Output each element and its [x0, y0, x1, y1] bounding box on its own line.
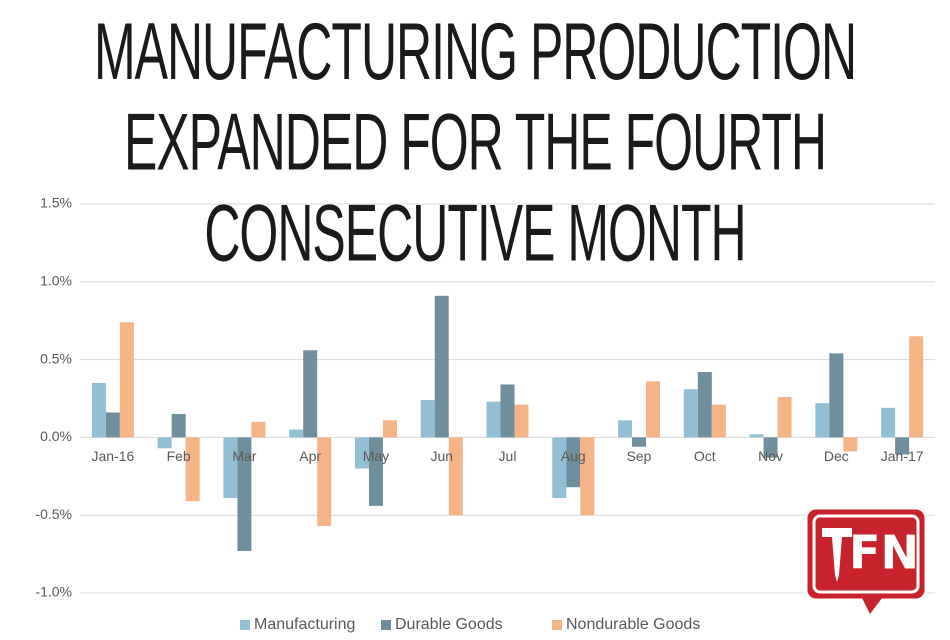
bar — [843, 437, 858, 452]
logo-screw — [832, 537, 842, 582]
legend-label: Manufacturing — [254, 616, 355, 633]
bar — [119, 322, 134, 438]
x-tick-label: Jan-16 — [91, 448, 134, 464]
bar — [382, 420, 397, 438]
y-tick-label: -0.5% — [35, 506, 72, 522]
bar — [514, 404, 529, 438]
bar — [157, 437, 172, 449]
bar — [486, 401, 501, 438]
y-tick-label: 0.5% — [40, 350, 72, 366]
bar — [697, 372, 712, 438]
bar — [895, 437, 910, 455]
x-tick-label: Dec — [824, 448, 849, 464]
x-tick-label: Feb — [167, 448, 191, 464]
bar — [711, 404, 726, 438]
y-tick-label: 1.5% — [40, 195, 72, 211]
bar — [552, 437, 567, 499]
legend-swatch — [381, 620, 391, 630]
x-tick-label: May — [363, 448, 389, 464]
logo-text: FN — [849, 526, 919, 580]
bar — [777, 396, 792, 438]
y-tick-label: 0.0% — [40, 428, 72, 444]
bar — [434, 295, 449, 438]
legend-swatch — [552, 620, 562, 630]
bar — [749, 434, 764, 438]
chart-title: MANUFACTURING PRODUCTION EXPANDED FOR TH… — [93, 6, 857, 279]
x-tick-label: Mar — [232, 448, 256, 464]
bar — [683, 389, 698, 438]
legend-label: Nondurable Goods — [566, 616, 700, 633]
bar — [566, 437, 581, 488]
bar — [500, 384, 515, 438]
bar — [289, 429, 304, 438]
y-tick-label: 1.0% — [40, 273, 72, 289]
bar — [171, 414, 186, 438]
bar — [354, 437, 369, 469]
x-tick-label: Jan-17 — [881, 448, 924, 464]
bar — [251, 421, 266, 438]
bar — [881, 407, 896, 438]
x-tick-label: Aug — [561, 448, 586, 464]
bar — [815, 403, 830, 438]
x-tick-label: Nov — [758, 448, 783, 464]
x-tick-label: Sep — [627, 448, 652, 464]
bar — [618, 420, 633, 438]
legend-label: Durable Goods — [395, 616, 503, 633]
bar — [420, 400, 435, 438]
logo: FN — [804, 506, 928, 614]
bar — [763, 437, 778, 458]
bar — [237, 437, 252, 551]
logo-tail — [862, 598, 882, 614]
bar — [303, 350, 318, 438]
bar — [646, 381, 661, 438]
y-tick-label: -1.0% — [35, 584, 72, 600]
bar — [448, 437, 463, 516]
legend-swatch — [240, 620, 250, 630]
bar — [909, 336, 924, 438]
bar — [580, 437, 595, 516]
x-tick-label: Jun — [430, 448, 453, 464]
x-tick-label: Apr — [299, 448, 321, 464]
bar — [368, 437, 383, 506]
bar — [91, 382, 106, 438]
bar — [185, 437, 200, 502]
bar — [632, 437, 647, 447]
x-tick-label: Jul — [499, 448, 517, 464]
logo-border — [812, 514, 920, 594]
bar — [829, 353, 844, 438]
bar — [223, 437, 238, 499]
x-tick-label: Oct — [694, 448, 716, 464]
bar — [317, 437, 332, 527]
logo-screw-head — [822, 528, 852, 537]
bar — [105, 412, 120, 438]
